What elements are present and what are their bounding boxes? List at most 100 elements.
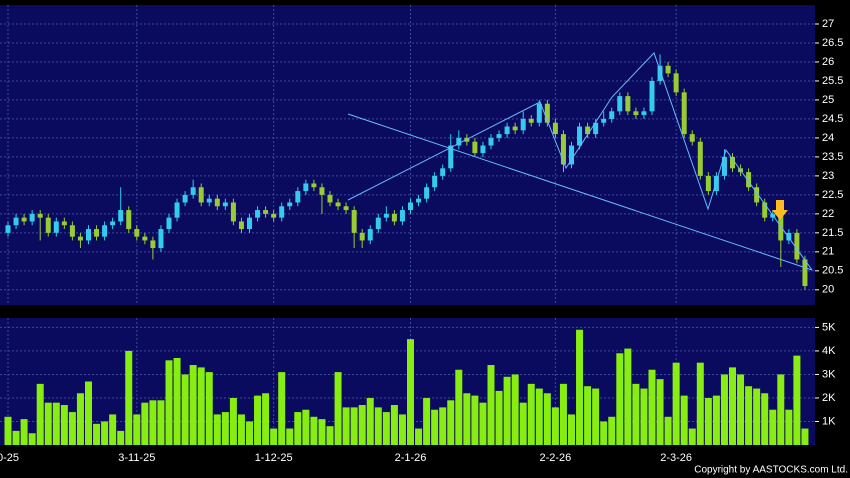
candle-body (697, 141, 703, 176)
price-panel (0, 5, 815, 305)
candle-body (408, 202, 413, 211)
volume-bar (519, 402, 527, 445)
volume-bar (535, 388, 543, 445)
volume-bar (712, 395, 720, 445)
volume-bar (696, 362, 704, 445)
volume-bar (720, 374, 728, 445)
trend-line (347, 52, 813, 271)
volume-bar (455, 369, 463, 445)
candle-body (528, 118, 534, 123)
volume-bar (173, 357, 181, 445)
candle-body (609, 111, 615, 119)
volume-bar (729, 367, 736, 445)
volume-bar (302, 409, 310, 445)
candle-body (198, 187, 204, 203)
volume-bar (745, 386, 753, 445)
candle-body (287, 202, 293, 207)
y-tick-label: 3K (822, 368, 836, 380)
volume-bar (568, 414, 575, 445)
candle-body (279, 206, 285, 218)
y-tick-label: 24.5 (822, 113, 843, 125)
candle-body (142, 236, 148, 241)
candle-body (351, 210, 357, 233)
volume-bar (511, 374, 519, 445)
candle-body (37, 213, 43, 218)
volume-bar (350, 407, 358, 445)
volume-bar (616, 353, 624, 445)
candle-body (641, 111, 647, 116)
volume-bar (559, 383, 567, 445)
candle-body (512, 126, 518, 131)
volume-bar (237, 414, 245, 445)
candle-body (174, 202, 180, 218)
candle-body (721, 156, 727, 176)
volume-bar (181, 374, 189, 445)
x-tick-label: 0-25 (0, 452, 19, 464)
y-tick-label: 21.5 (822, 227, 843, 239)
volume-bar (656, 379, 664, 445)
volume-bar (672, 362, 680, 445)
copyright: Copyright by AASTOCKS.com Ltd. (694, 465, 848, 476)
volume-bar (334, 372, 342, 445)
volume-bar (286, 428, 294, 445)
candle-body (263, 210, 269, 214)
candle-body (94, 229, 100, 237)
volume-bar (592, 388, 600, 445)
marks (4, 54, 809, 445)
volume-bar (415, 428, 423, 445)
volume-bar (398, 414, 406, 445)
candle-body (21, 217, 27, 222)
x-tick-label: 2-3-26 (660, 452, 692, 464)
volume-bar (358, 405, 366, 445)
candle-body (617, 96, 623, 112)
volume-bar (52, 402, 60, 445)
volume-bar (463, 393, 471, 445)
candle-body (560, 134, 566, 165)
volume-bar (584, 386, 592, 445)
candle-body (802, 259, 808, 287)
y-tick-label: 24 (822, 132, 834, 144)
candle-body (633, 111, 639, 116)
candle-body (456, 137, 462, 146)
volume-bar (551, 407, 559, 445)
candle-body (222, 202, 228, 207)
volume-bar (366, 397, 374, 445)
candle-body (53, 221, 59, 233)
candle-body (311, 183, 317, 188)
volume-bar (423, 397, 431, 445)
candle-body (552, 122, 558, 135)
candle-body (247, 217, 252, 230)
volume-bar (431, 409, 439, 445)
volume-bar (294, 412, 302, 445)
candle-body (190, 187, 196, 195)
volume-bar (189, 365, 197, 445)
candle-body (432, 175, 438, 188)
candle-body (383, 213, 389, 218)
candle-body (359, 232, 365, 241)
volume-bar (157, 400, 165, 445)
candle-body (303, 183, 309, 192)
candle-body (102, 225, 108, 237)
candle-body (214, 198, 220, 207)
y-tick-label: 25.5 (822, 75, 843, 87)
candle-body (367, 229, 373, 241)
candle-body (762, 202, 768, 218)
candle-body (544, 103, 550, 123)
candle-body (391, 213, 397, 222)
candle-body (754, 187, 760, 203)
volume-bar (318, 419, 326, 445)
candle-body (520, 118, 526, 131)
y-tick-label: 25 (822, 94, 834, 106)
candle-body (343, 206, 349, 211)
volume-bar (737, 374, 745, 445)
volume-bar (648, 369, 656, 445)
volume-bar (439, 407, 447, 445)
y-tick-label: 1K (822, 415, 836, 427)
candle-body (230, 202, 236, 222)
candle-body (255, 210, 261, 218)
trend-line (347, 113, 813, 271)
candle-body (399, 210, 405, 222)
candle-body (182, 194, 188, 203)
volume-bar (197, 367, 205, 445)
x-tick-label: 1-12-25 (255, 452, 293, 464)
